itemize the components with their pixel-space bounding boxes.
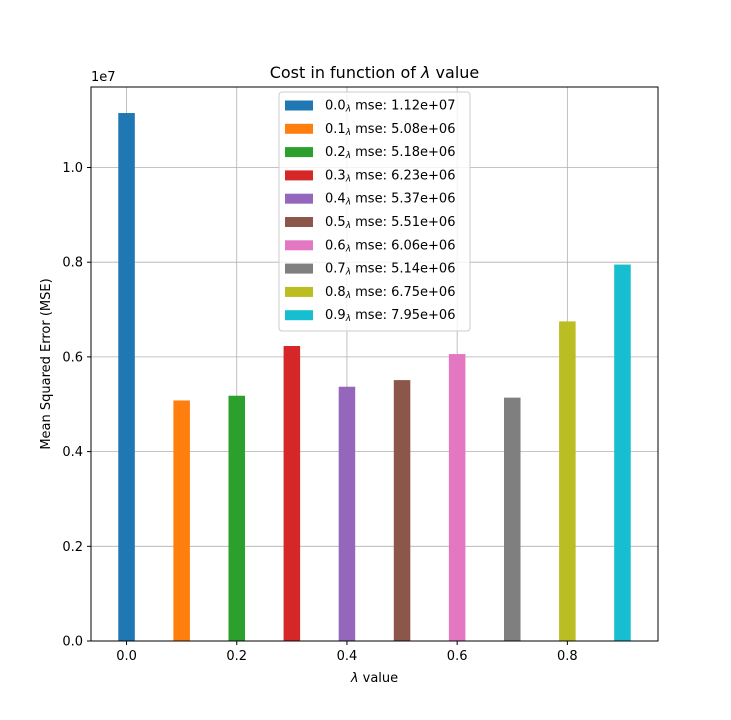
bar: [614, 264, 631, 641]
legend: 0.0λ mse: 1.12e+07 0.1λ mse: 5.08e+06 0.2λ…: [278, 91, 471, 332]
legend-swatch: [285, 147, 313, 158]
plot-frame: [90, 86, 659, 642]
y-tick-label: 0.8: [62, 256, 83, 271]
legend-swatch: [285, 263, 313, 274]
bar: [448, 354, 466, 641]
x-tick-label: 0.4: [337, 649, 358, 664]
bar: [393, 380, 411, 641]
legend-entry: 0.7λ mse: 5.14e+06: [325, 262, 455, 278]
legend-entry: 0.8λ mse: 6.75e+06: [325, 285, 455, 301]
bar: [559, 321, 576, 641]
legend-swatch: [285, 240, 313, 251]
legend-entry: 0.3λ mse: 6.23e+06: [325, 168, 455, 184]
x-tick-label: 0.0: [116, 649, 137, 664]
x-tick-label: 0.6: [447, 649, 468, 664]
legend-entry: 0.9λ mse: 7.95e+06: [325, 308, 455, 324]
y-tick-label: 0.4: [62, 445, 83, 460]
legend-swatch: [285, 310, 313, 321]
legend-box: [278, 91, 471, 332]
legend-entry: 0.2λ mse: 5.18e+06: [325, 145, 455, 161]
legend-swatch: [285, 286, 313, 297]
bar: [338, 386, 356, 641]
legend-entry: 0.6λ mse: 6.06e+06: [325, 238, 455, 254]
x-tick-label: 0.2: [226, 649, 247, 664]
legend-swatch: [285, 217, 313, 227]
legend-swatch: [285, 100, 313, 111]
bar: [503, 397, 521, 641]
x-axis-ticks: 0.0 0.2 0.4 0.6 0.8: [116, 641, 578, 664]
legend-swatch: [285, 123, 313, 134]
y-axis-label: Mean Squared Error (MSE): [39, 278, 54, 449]
y-tick-label: 0.6: [62, 350, 83, 365]
y-offset-label: 1e7: [91, 70, 116, 85]
bar: [118, 113, 135, 642]
y-tick-label: 0.2: [62, 540, 83, 555]
chart-title: Cost in function of λ value: [270, 63, 480, 82]
bar: [228, 395, 246, 641]
legend-entry: 0.0λ mse: 1.12e+07: [325, 99, 455, 115]
legend-entry: 0.4λ mse: 5.37e+06: [325, 192, 455, 208]
legend-entry: 0.5λ mse: 5.51e+06: [325, 215, 455, 231]
bar: [173, 400, 190, 641]
y-tick-label: 1.0: [62, 161, 83, 176]
bars: [118, 113, 631, 642]
legend-swatch: [285, 170, 313, 181]
y-axis-ticks: 0.0 0.2 0.4 0.6 0.8 1.0: [62, 161, 91, 650]
legend-entry: 0.1λ mse: 5.08e+06: [325, 122, 455, 138]
bar: [283, 346, 301, 641]
x-axis-label: λ value: [350, 671, 398, 686]
x-tick-label: 0.8: [557, 649, 578, 664]
legend-swatch: [285, 193, 313, 204]
y-tick-label: 0.0: [62, 635, 83, 650]
